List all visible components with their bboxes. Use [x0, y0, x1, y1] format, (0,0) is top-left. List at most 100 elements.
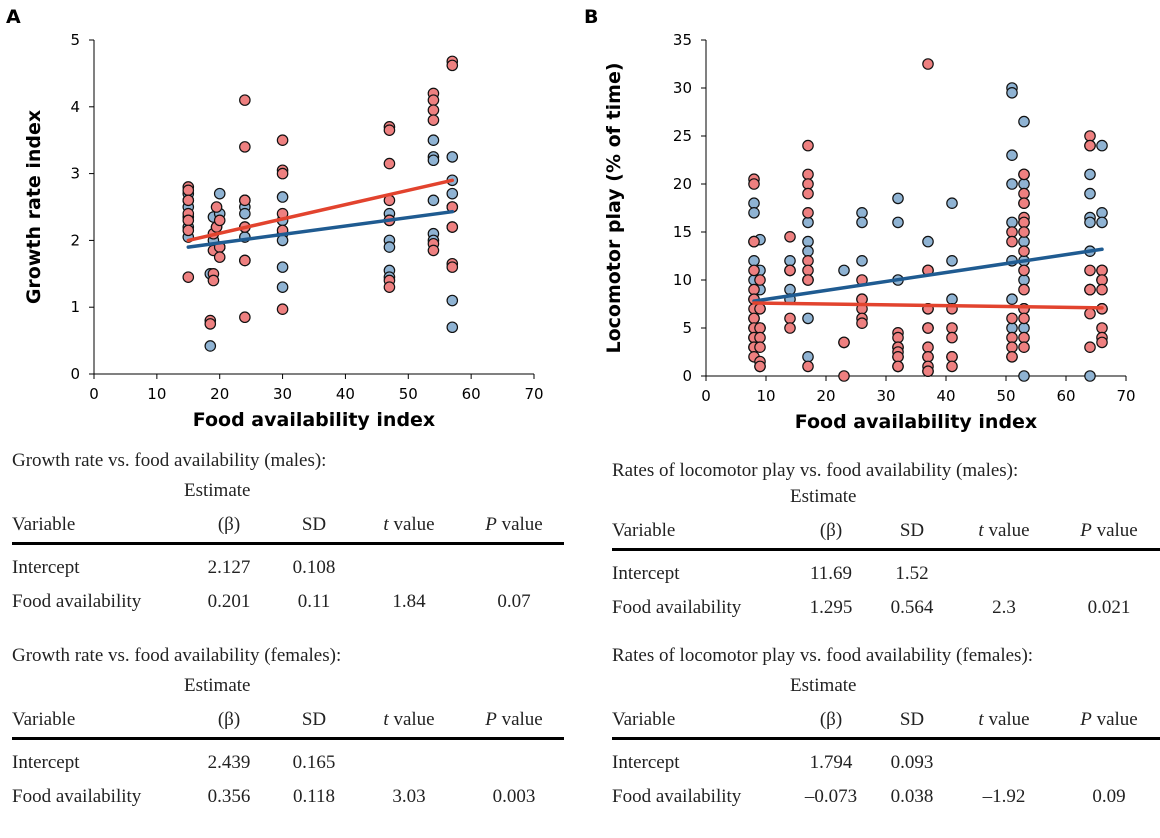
cell-t: 1.84 — [392, 591, 426, 612]
male-data-point — [427, 154, 440, 167]
female-data-point — [1018, 197, 1030, 209]
female-data-point — [892, 350, 904, 363]
female-data-point — [1018, 216, 1030, 229]
female-data-point — [922, 365, 934, 377]
female-data-point — [1018, 168, 1030, 181]
header-t-word: value — [388, 709, 435, 730]
stats-table: Variable (β) SD t value P value Intercep… — [612, 512, 1160, 625]
male-data-point — [946, 197, 958, 209]
panel-b: B 0 5 10 15 20 25 30 35 0 10 20 30 40 50 60 70 Food avai… — [580, 0, 1160, 838]
y-tick-label: 35 — [673, 31, 692, 49]
x-tick-label: 60 — [1056, 387, 1075, 405]
male-data-point — [1084, 370, 1096, 382]
male-data-point — [802, 216, 814, 229]
female-data-point — [239, 254, 251, 267]
header-t-symbol: t — [978, 520, 984, 541]
table-row: Intercept 11.69 1.52 — [612, 550, 1160, 592]
cell-sd: 0.165 — [292, 752, 336, 773]
female-data-point — [802, 139, 814, 152]
header-p-word: value — [496, 514, 543, 535]
female-data-point — [427, 244, 440, 257]
cell-sd: 0.038 — [890, 786, 934, 807]
female-data-point — [802, 264, 814, 277]
male-data-point — [1006, 216, 1018, 229]
female-data-point — [838, 370, 850, 382]
header-p-word: value — [1091, 709, 1138, 730]
male-trend-line — [752, 247, 1104, 303]
female-data-point — [784, 312, 796, 325]
y-axis-label: Growth rate index — [23, 110, 45, 304]
header-p-symbol: P — [1080, 520, 1092, 541]
header-estimate: (β) — [788, 701, 874, 740]
cell-t: 2.3 — [992, 597, 1016, 618]
male-data-point — [748, 254, 760, 267]
male-data-point — [1006, 178, 1018, 190]
female-data-point — [1084, 139, 1096, 152]
male-data-point — [856, 216, 868, 229]
table-row: Food availability 0.356 0.118 3.03 0.003 — [12, 780, 564, 814]
x-tick-label: 30 — [273, 385, 292, 403]
header-estimate: (β) — [788, 512, 874, 551]
female-data-point — [239, 94, 251, 106]
y-tick-label: 15 — [673, 223, 692, 241]
header-estimate: (β) — [184, 701, 274, 740]
male-data-point — [213, 187, 226, 200]
male-data-point — [1096, 139, 1108, 152]
cell-p: 0.003 — [492, 786, 536, 807]
stats-title: Growth rate vs. food availability (males… — [12, 450, 327, 471]
cell-t — [354, 739, 464, 781]
x-tick-label: 20 — [210, 385, 229, 403]
cell-sd: 0.118 — [292, 786, 336, 807]
cell-estimate: 0.201 — [207, 591, 251, 612]
cell-p: 0.021 — [1087, 597, 1131, 618]
header-t-symbol: t — [383, 514, 389, 535]
male-data-point — [446, 187, 459, 200]
y-tick-label: 20 — [673, 175, 692, 193]
female-data-point — [427, 94, 440, 106]
female-data-point — [754, 322, 766, 334]
cell-p — [1058, 739, 1160, 781]
female-data-point — [838, 336, 850, 349]
estimate-header-top: Estimate — [790, 486, 857, 507]
male-data-point — [239, 207, 251, 220]
cell-t — [950, 550, 1058, 592]
female-data-point — [1006, 341, 1018, 353]
female-data-point — [754, 302, 766, 315]
male-data-point — [946, 293, 958, 305]
female-data-point — [427, 114, 440, 126]
cell-t: 3.03 — [392, 786, 426, 807]
cell-sd: 0.564 — [890, 597, 934, 618]
table-row: Food availability –0.073 0.038 –1.92 0.0… — [612, 780, 1160, 814]
female-data-point — [946, 322, 958, 334]
header-sd: SD — [274, 701, 354, 740]
header-t-value: t value — [354, 506, 464, 545]
header-p-word: value — [496, 709, 543, 730]
male-data-point — [1084, 187, 1096, 200]
female-data-point — [946, 360, 958, 373]
y-tick-label: 3 — [70, 165, 80, 183]
male-data-point — [1018, 274, 1030, 286]
female-data-point — [1018, 341, 1030, 353]
x-tick-label: 10 — [756, 387, 775, 405]
female-data-point — [276, 134, 289, 146]
header-sd: SD — [874, 701, 950, 740]
female-data-point — [1084, 283, 1096, 296]
female-data-point — [748, 235, 760, 248]
cell-t — [354, 544, 464, 586]
female-data-point — [1096, 283, 1108, 296]
female-data-point — [946, 331, 958, 344]
male-data-point — [1018, 235, 1030, 248]
y-tick-label: 30 — [673, 79, 692, 97]
stats-title: Rates of locomotor play vs. food availab… — [612, 645, 1034, 666]
female-data-point — [1096, 274, 1108, 286]
header-p-symbol: P — [485, 514, 497, 535]
female-data-point — [446, 59, 459, 72]
female-data-point — [213, 251, 226, 263]
table-row: Intercept 2.127 0.108 — [12, 544, 564, 586]
female-data-point — [922, 58, 934, 70]
female-data-point — [802, 168, 814, 181]
female-data-point — [1096, 264, 1108, 277]
male-data-point — [856, 254, 868, 267]
female-data-point — [239, 141, 251, 153]
